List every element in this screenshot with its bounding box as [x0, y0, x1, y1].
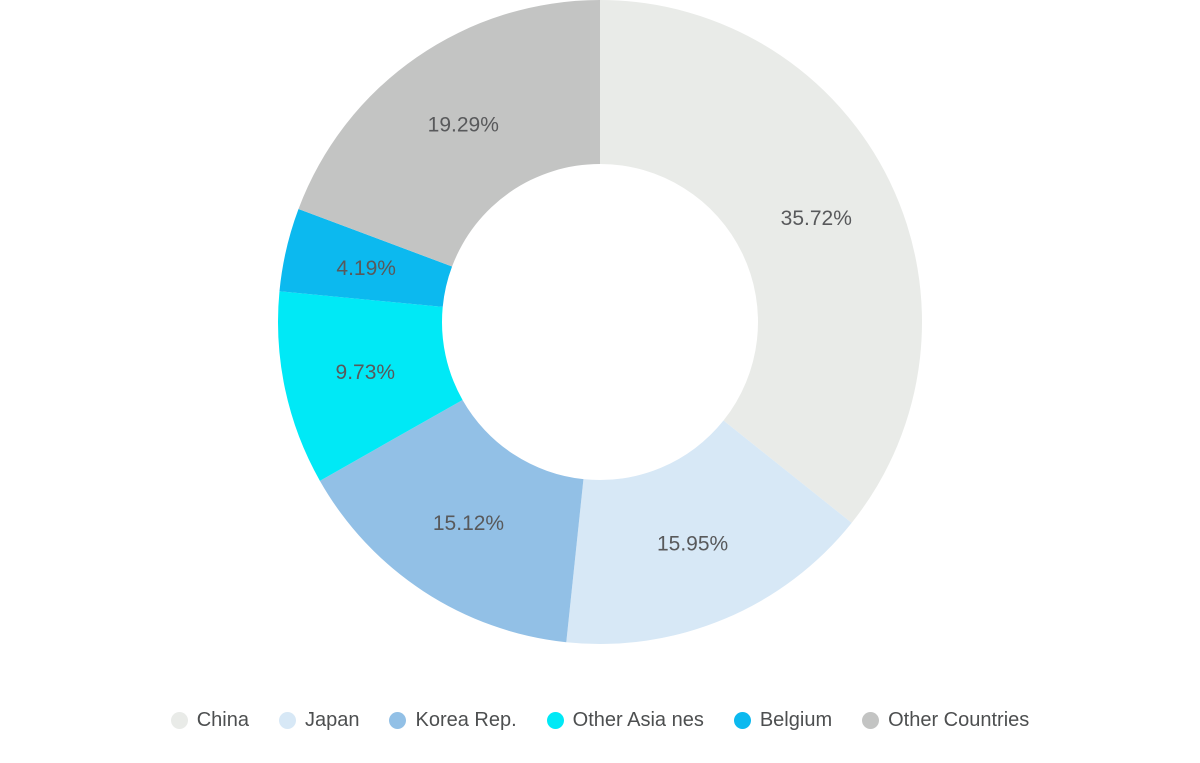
legend-swatch-other-countries	[862, 711, 880, 729]
pie-slice-belgium[interactable]	[279, 208, 453, 307]
legend-item-korea-rep[interactable]: Korea Rep.	[389, 709, 517, 731]
slice-label-korea-rep: 15.12%	[433, 512, 504, 535]
slice-label-japan: 15.95%	[657, 532, 728, 555]
pie-slice-china[interactable]	[600, 0, 922, 523]
legend-item-china[interactable]: China	[170, 709, 249, 731]
legend-item-belgium[interactable]: Belgium	[733, 709, 833, 731]
legend-swatch-other-asia-nes	[546, 711, 564, 729]
pie-slice-other-asia-nes[interactable]	[278, 291, 463, 481]
legend-label-belgium: Belgium	[759, 709, 833, 731]
legend-swatch-belgium	[733, 711, 751, 729]
chart-legend: China Japan Korea Rep. Other Asia nes Belgiu…	[0, 703, 1200, 737]
donut-chart: 35.72% 15.95% 15.12% 9.73% 4.19% 19.29%	[278, 0, 922, 645]
legend-swatch-china	[170, 711, 188, 729]
legend-item-other-countries[interactable]: Other Countries	[862, 710, 1029, 730]
slice-label-other-countries: 19.29%	[428, 114, 499, 137]
legend-label-japan: Japan	[304, 709, 360, 731]
legend-label-other-asia-nes: Other Asia nes	[572, 709, 704, 731]
pie-slice-japan[interactable]	[566, 420, 852, 645]
pie-slice-other-countries[interactable]	[298, 0, 601, 267]
slice-label-belgium: 4.19%	[336, 257, 396, 280]
legend-item-japan[interactable]: Japan	[278, 709, 360, 731]
slice-label-china: 35.72%	[781, 207, 852, 230]
pie-slice-korea-rep[interactable]	[319, 399, 584, 643]
legend-item-other-asia-nes[interactable]: Other Asia nes	[546, 709, 704, 731]
legend-swatch-korea-rep	[389, 711, 407, 729]
legend-label-korea-rep: Korea Rep.	[415, 709, 517, 731]
legend-label-other-countries: Other Countries	[888, 709, 1030, 731]
slice-label-other-asia-nes: 9.73%	[336, 361, 396, 384]
legend-swatch-japan	[278, 711, 296, 729]
legend-label-china: China	[196, 709, 249, 731]
